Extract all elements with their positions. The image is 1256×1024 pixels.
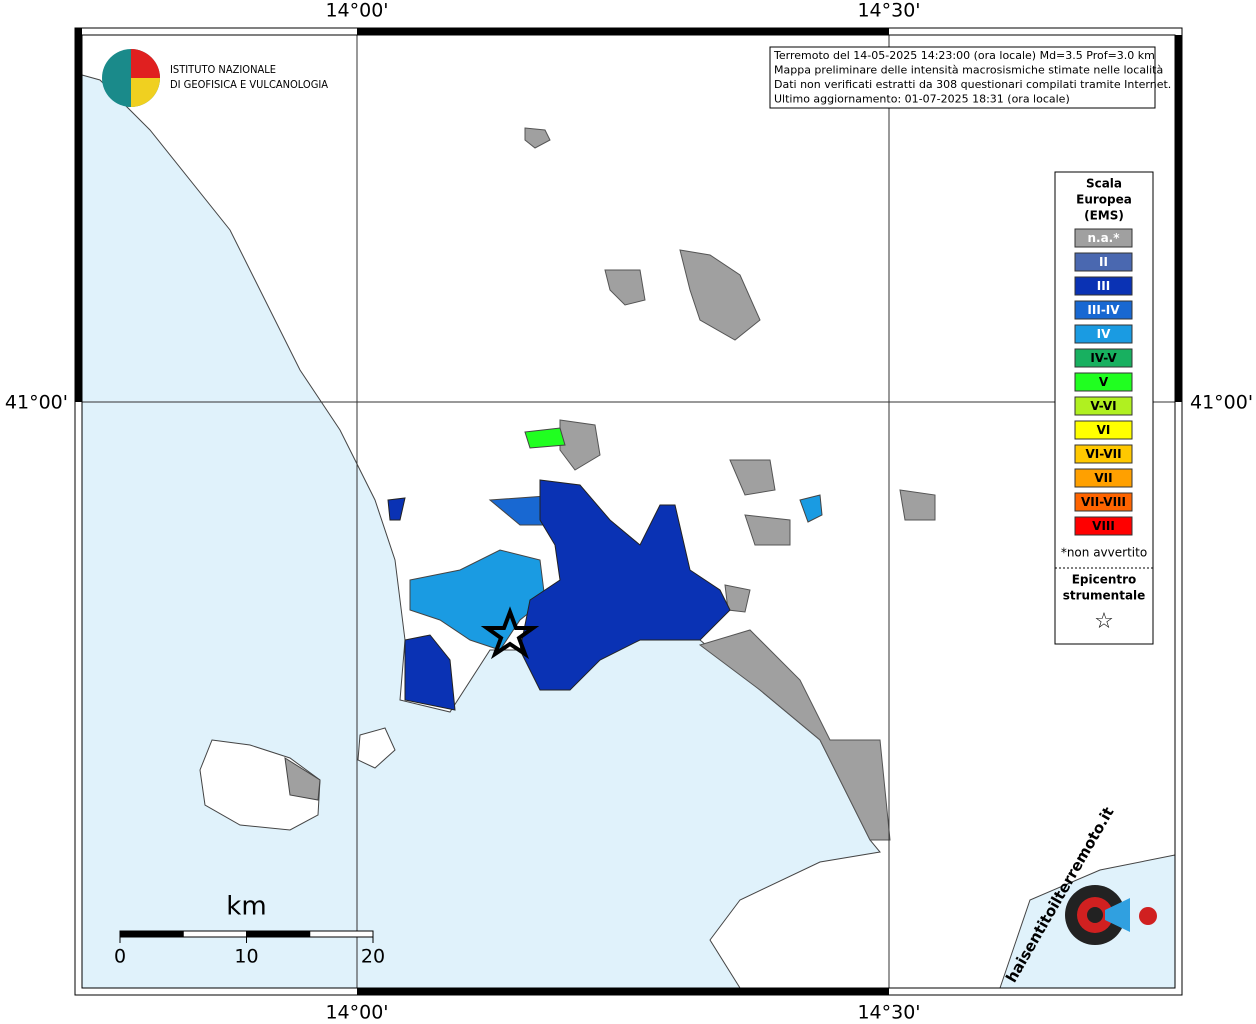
legend-label: V-VI	[1090, 399, 1116, 413]
area	[729, 459, 776, 496]
area	[744, 514, 791, 546]
frame-bar	[357, 988, 889, 995]
legend-swatch	[1074, 444, 1133, 464]
lat-label: 41°00'	[1190, 392, 1253, 414]
legend-swatch	[1074, 492, 1133, 512]
logo-text: DI GEOFISICA E VULCANOLOGIA	[170, 78, 328, 91]
legend-swatch	[1074, 396, 1133, 416]
area	[409, 549, 546, 651]
legend-label: IV	[1097, 327, 1111, 341]
lat-label: 41°00'	[5, 392, 68, 414]
info-line: Terremoto del 14-05-2025 14:23:00 (ora l…	[773, 49, 1155, 62]
legend-epicenter: Epicentro	[1072, 573, 1137, 587]
info-line: Ultimo aggiornamento: 01-07-2025 18:31 (…	[774, 93, 1070, 106]
legend-epicenter: strumentale	[1063, 589, 1146, 603]
legend-swatch	[1074, 348, 1133, 368]
legend-swatch	[1074, 324, 1133, 344]
legend-swatch	[1074, 252, 1133, 272]
scale-segment	[119, 930, 184, 938]
legend-label: III	[1097, 279, 1110, 293]
legend-label: VIII	[1092, 519, 1115, 533]
scale-label: 10	[234, 946, 258, 968]
legend-swatch	[1074, 300, 1133, 320]
lon-label: 14°00'	[325, 0, 388, 22]
legend-swatch	[1074, 516, 1133, 536]
logo-globe	[131, 49, 160, 78]
legend-label: VII-VIII	[1081, 495, 1126, 509]
area	[519, 479, 731, 691]
area	[724, 584, 751, 613]
legend-swatch	[1074, 276, 1133, 296]
info-box	[769, 46, 1156, 109]
legend-swatch	[1074, 468, 1133, 488]
area	[799, 494, 823, 523]
area	[604, 269, 646, 306]
area	[679, 249, 761, 341]
logo-text: ISTITUTO NAZIONALE	[170, 63, 276, 76]
logo-globe	[131, 78, 160, 107]
scale-label: 0	[114, 946, 126, 968]
scale-segment	[246, 930, 311, 938]
legend-swatch	[1074, 372, 1133, 392]
legend-label: VI-VII	[1085, 447, 1121, 461]
info-line: Dati non verificati estratti da 308 ques…	[774, 78, 1171, 91]
legend-swatch	[1074, 420, 1133, 440]
area	[387, 497, 406, 521]
lon-label: 14°30'	[857, 0, 920, 22]
legend-note: *non avvertito	[1061, 546, 1147, 560]
frame-bar	[75, 35, 82, 402]
frame-bar	[75, 28, 82, 35]
lon-label: 14°30'	[857, 1002, 920, 1024]
site-logo	[1139, 907, 1157, 925]
legend-label: VI	[1097, 423, 1111, 437]
area	[284, 757, 321, 801]
area	[899, 489, 936, 521]
lon-label: 14°00'	[325, 1002, 388, 1024]
info-line: Mappa preliminare delle intensità macros…	[774, 64, 1163, 77]
scale-segment	[182, 930, 247, 938]
epicenter-symbol: ☆	[1094, 609, 1114, 634]
site-logo	[1105, 898, 1130, 932]
scale-label: 20	[361, 946, 385, 968]
legend-swatch	[1074, 228, 1133, 248]
legend-label: II	[1099, 255, 1108, 269]
legend-label: III-IV	[1087, 303, 1120, 317]
scale-segment	[309, 930, 374, 938]
area	[698, 629, 891, 841]
legend-title: Scala	[1086, 177, 1122, 191]
frame-bar	[357, 28, 889, 35]
scale-unit: km	[226, 892, 266, 922]
legend-title: Europea	[1076, 193, 1132, 207]
epicenter	[480, 606, 540, 660]
area	[524, 127, 551, 149]
legend-label: IV-V	[1090, 351, 1117, 365]
legend-title: (EMS)	[1084, 209, 1124, 223]
legend-label: V	[1099, 375, 1109, 389]
area	[404, 634, 456, 711]
frame-bar	[1175, 35, 1182, 402]
site-logo	[1087, 907, 1103, 923]
legend-label: VII	[1094, 471, 1112, 485]
legend-label: n.a.*	[1087, 231, 1120, 245]
area	[524, 427, 566, 449]
island	[357, 727, 396, 769]
